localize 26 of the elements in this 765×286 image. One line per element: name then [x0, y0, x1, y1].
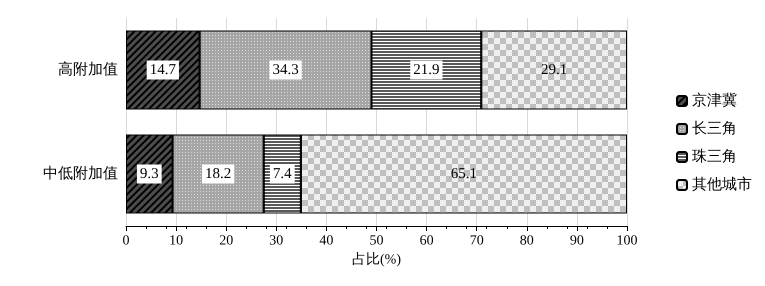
data-label: 34.3 [272, 62, 299, 78]
x-tick-label: 90 [570, 234, 584, 248]
x-axis-title: 占比(%) [352, 251, 402, 268]
x-tick-label: 80 [520, 234, 534, 248]
x-tick-label: 100 [616, 234, 638, 248]
x-tick-label: 40 [319, 234, 334, 248]
data-label: 9.3 [140, 166, 159, 182]
x-tick-label: 60 [420, 234, 434, 248]
legend-label: 京津冀 [692, 92, 737, 109]
y-tick-label: 高附加值 [58, 61, 118, 78]
x-tick-label: 50 [370, 234, 384, 248]
x-tick-label: 0 [122, 234, 130, 248]
data-label: 65.1 [450, 166, 478, 182]
x-tick-label: 10 [169, 234, 184, 248]
y-tick-label: 中低附加值 [43, 165, 118, 182]
legend-label: 珠三角 [692, 148, 737, 165]
data-label: 21.9 [413, 62, 440, 78]
data-label: 18.2 [205, 166, 232, 182]
legend-label: 其他城市 [692, 176, 752, 193]
x-tick-label: 70 [470, 234, 484, 248]
x-tick-label: 20 [219, 234, 234, 248]
x-tick-label: 30 [269, 234, 284, 248]
legend-label: 长三角 [692, 120, 737, 137]
data-label: 14.7 [150, 62, 176, 78]
data-label: 7.4 [272, 166, 292, 182]
data-label: 29.1 [540, 62, 568, 78]
